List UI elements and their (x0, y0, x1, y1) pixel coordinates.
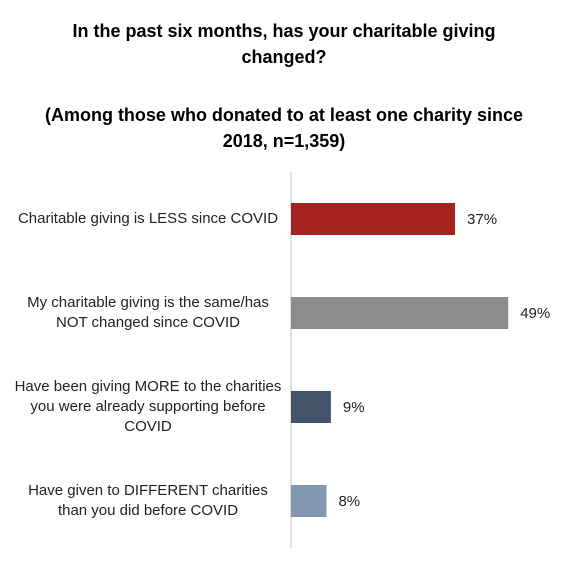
bar (291, 485, 327, 517)
value-label: 37% (467, 211, 497, 228)
bar (291, 297, 509, 329)
value-label: 9% (343, 399, 365, 416)
chart-subtitle: (Among those who donated to at least one… (44, 105, 524, 151)
value-label: 49% (520, 305, 550, 322)
bar (291, 203, 456, 235)
category-label: Have given to DIFFERENT charities than y… (28, 482, 268, 519)
category-label: Charitable giving is LESS since COVID (17, 210, 279, 227)
category-label: Have been giving MORE to the charities y… (14, 378, 282, 435)
value-label: 8% (338, 493, 360, 510)
category-label: My charitable giving is the same/has NOT… (27, 294, 269, 331)
chart-title: In the past six months, has your charita… (72, 21, 496, 67)
bar (291, 391, 331, 423)
